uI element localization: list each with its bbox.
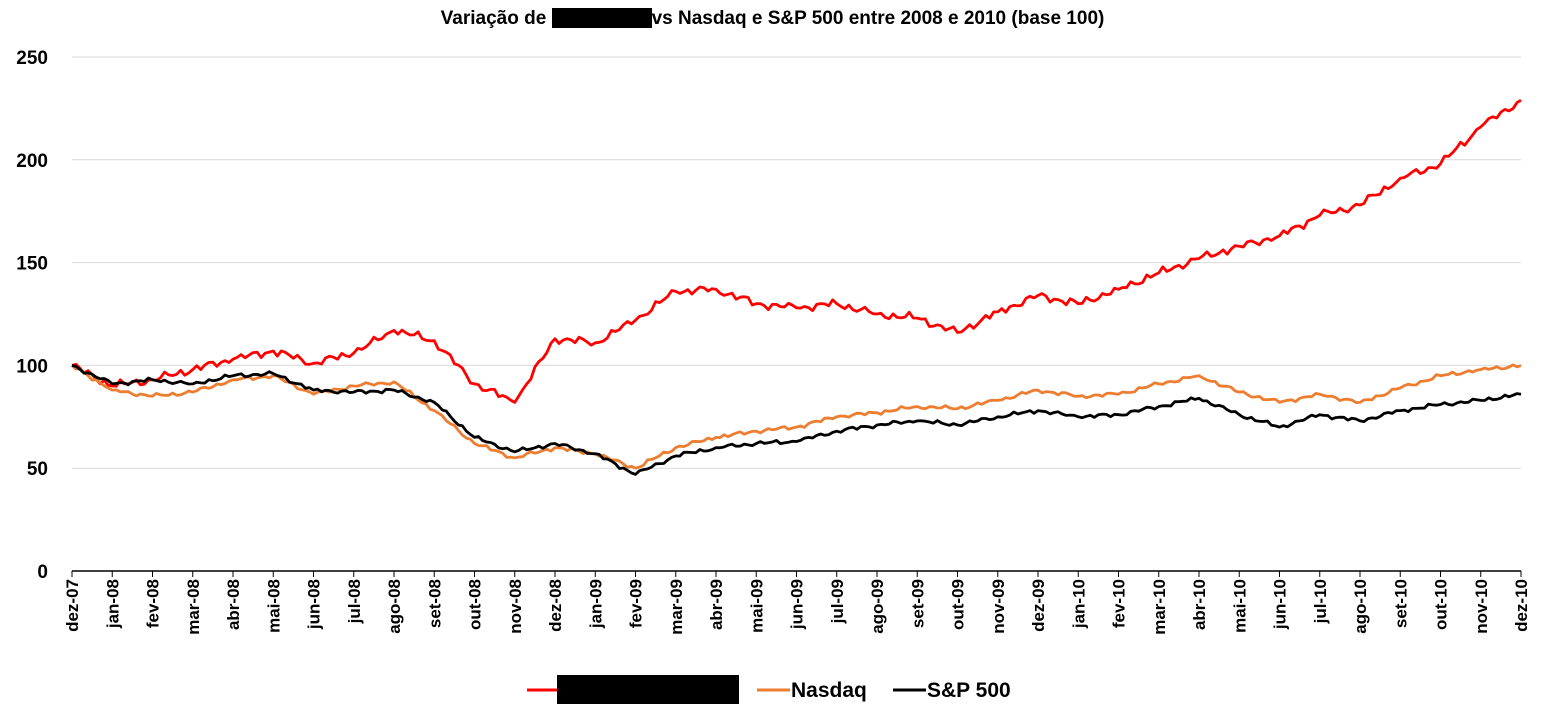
legend: Nasdaq S&P 500 xyxy=(527,675,1011,704)
x-tick-label: dez-07 xyxy=(63,579,82,632)
redacted-name-box xyxy=(551,8,652,28)
x-tick-label: abr-08 xyxy=(224,579,243,630)
x-tick-label: nov-08 xyxy=(506,579,525,634)
x-tick-label: jan-10 xyxy=(1069,579,1088,629)
x-tick-label: jun-08 xyxy=(305,579,324,630)
x-tick-label: ago-09 xyxy=(868,579,887,634)
x-tick-label: set-09 xyxy=(908,579,927,628)
x-tick-label: mar-10 xyxy=(1150,579,1169,635)
y-tick-label: 250 xyxy=(16,48,48,69)
x-tick-label: abr-10 xyxy=(1190,579,1209,630)
chart-title: Variação de vs Nasdaq e S&P 500 entre 20… xyxy=(0,8,1545,30)
y-tick-label: 150 xyxy=(16,254,48,275)
x-tick-label: ago-10 xyxy=(1351,579,1370,634)
x-tick-label: dez-10 xyxy=(1512,579,1531,632)
x-tick-label: nov-09 xyxy=(989,579,1008,634)
x-tick-label: jul-10 xyxy=(1311,579,1330,624)
x-tick-label: mai-10 xyxy=(1230,579,1249,633)
series-line-s-p-500 xyxy=(71,364,1522,476)
x-tick-label: mai-08 xyxy=(264,579,283,633)
legend-label: S&P 500 xyxy=(927,679,1011,702)
y-tick-label: 200 xyxy=(16,151,48,172)
x-tick-label: jun-09 xyxy=(788,579,807,630)
x-tick-label: abr-09 xyxy=(707,579,726,630)
x-tick-label: mar-08 xyxy=(184,579,203,635)
x-tick-label: jan-09 xyxy=(586,579,605,629)
x-tick-label: fev-10 xyxy=(1110,579,1129,628)
chart-title-suffix: vs Nasdaq e S&P 500 entre 2008 e 2010 (b… xyxy=(651,8,1105,29)
x-tick-label: out-08 xyxy=(466,579,485,630)
x-tick-label: dez-09 xyxy=(1029,579,1048,632)
chart-title-prefix: Variação de xyxy=(440,8,552,29)
x-tick-label: set-08 xyxy=(425,579,444,628)
series-line-redacted xyxy=(71,98,1522,404)
x-tick-label: ago-08 xyxy=(385,579,404,634)
x-tick-label: fev-09 xyxy=(627,579,646,628)
x-tick-label: dez-08 xyxy=(546,579,565,632)
x-tick-label: mai-09 xyxy=(747,579,766,633)
y-tick-label: 100 xyxy=(16,356,48,377)
x-tick-label: jan-08 xyxy=(103,579,122,629)
y-tick-label: 50 xyxy=(27,459,48,480)
x-tick-label: out-09 xyxy=(949,579,968,630)
gridlines xyxy=(72,56,1521,469)
x-tick-label: jul-09 xyxy=(828,579,847,624)
series-lines xyxy=(71,98,1522,476)
x-tick-label: fev-08 xyxy=(144,579,163,628)
legend-label: Nasdaq xyxy=(791,679,867,702)
y-tick-label: 0 xyxy=(37,562,48,583)
legend-redacted-box xyxy=(557,675,739,704)
x-tick-label: nov-10 xyxy=(1472,579,1491,634)
x-tick-label: jul-08 xyxy=(345,579,364,624)
x-tick-label: jun-10 xyxy=(1271,579,1290,630)
axes: 0 50 100 150 200 250 dez-07 jan-08 fev-08 mar-08 a… xyxy=(16,48,1531,635)
x-tick-label: set-10 xyxy=(1391,579,1410,628)
x-tick-label: mar-09 xyxy=(667,579,686,635)
x-tick-label: out-10 xyxy=(1432,579,1451,630)
series-line-nasdaq xyxy=(71,363,1522,470)
